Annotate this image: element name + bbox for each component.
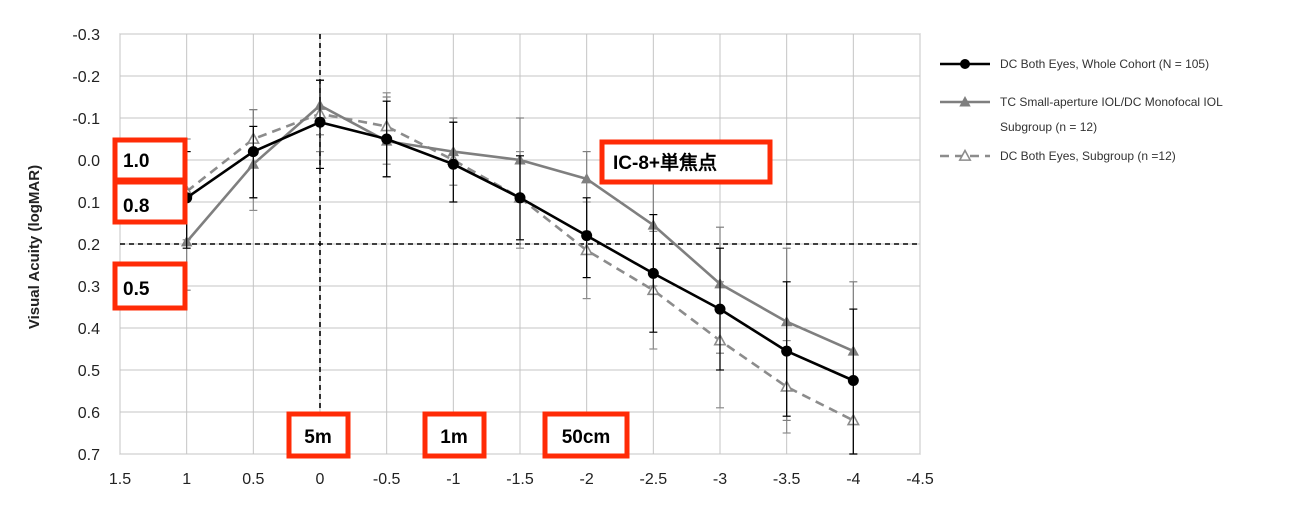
x-tick-label: -1.5 — [506, 471, 534, 488]
x-tick-label: 0 — [316, 471, 325, 488]
annotation-label: 50cm — [562, 427, 611, 448]
data-point — [314, 116, 326, 128]
annotation-label: 0.8 — [123, 196, 149, 217]
annotation-label: 1m — [440, 427, 467, 448]
annotation-frame — [286, 411, 351, 459]
x-tick-label: -1 — [446, 471, 460, 488]
y-tick-label: 0.4 — [78, 321, 100, 338]
data-point — [514, 192, 526, 204]
y-axis-title: Visual Acuity (logMAR) — [26, 165, 43, 329]
annotation-frame — [112, 179, 188, 225]
legend-marker — [959, 96, 971, 107]
x-tick-label: -3.5 — [773, 471, 801, 488]
annotation-box: 5m — [286, 411, 351, 459]
x-tick-label: 1 — [182, 471, 191, 488]
annotations: 1.0 0.8 0.5 IC-8+単焦点 5m 1m 50cm — [112, 137, 773, 459]
y-tick-label: 0.5 — [78, 363, 100, 380]
data-point — [247, 146, 259, 158]
data-point — [847, 375, 859, 386]
annotation-frame — [112, 261, 188, 311]
y-tick-label: 0.6 — [78, 405, 100, 422]
data-point — [781, 345, 793, 357]
x-tick-labels: 1.5 1 0.5 0 -0.5 -1 -1.5 -2 -2.5 -3 -3.5 -4 -4.5 — [109, 471, 934, 488]
x-tick-label: -4.5 — [906, 471, 934, 488]
y-tick-label: 0.1 — [78, 195, 100, 212]
legend-entry: DC Both Eyes, Whole Cohort (N = 105) — [940, 57, 1209, 71]
annotation-label: 0.5 — [123, 279, 150, 300]
annotation-box: 0.5 — [112, 261, 188, 311]
y-tick-label: -0.3 — [72, 27, 100, 44]
data-point — [647, 267, 659, 279]
data-point — [581, 230, 593, 242]
data-point — [714, 303, 726, 315]
series-0 — [181, 79, 859, 455]
x-tick-label: 1.5 — [109, 471, 131, 488]
legend-entry: DC Both Eyes, Subgroup (n =12) — [940, 148, 1176, 163]
y-tick-label: 0.7 — [78, 447, 100, 464]
x-tick-label: 0.5 — [242, 471, 264, 488]
y-tick-label: -0.1 — [72, 111, 100, 128]
annotation-label: 5m — [304, 427, 331, 448]
legend: DC Both Eyes, Whole Cohort (N = 105) TC S… — [940, 57, 1223, 163]
x-tick-label: -2 — [580, 471, 594, 488]
annotation-label: 1.0 — [123, 151, 149, 172]
x-tick-label: -4 — [846, 471, 860, 488]
y-tick-label: 0.3 — [78, 279, 100, 296]
annotation-frame — [542, 411, 630, 459]
y-tick-label: -0.2 — [72, 69, 100, 86]
legend-label: DC Both Eyes, Whole Cohort (N = 105) — [1000, 57, 1209, 71]
y-tick-label: 0.0 — [78, 153, 100, 170]
annotation-box: 50cm — [542, 411, 630, 459]
x-tick-label: -0.5 — [373, 471, 401, 488]
series-layer — [180, 79, 860, 455]
data-point — [381, 133, 393, 145]
legend-label: TC Small-aperture IOL/DC Monofocal IOL Su… — [1000, 95, 1223, 134]
legend-entry: TC Small-aperture IOL/DC Monofocal IOL Su… — [940, 95, 1223, 134]
annotation-box: 1m — [422, 411, 487, 459]
data-point — [447, 158, 459, 170]
y-tick-label: 0.2 — [78, 237, 100, 254]
data-point — [580, 172, 593, 184]
x-tick-label: -3 — [713, 471, 727, 488]
legend-marker — [958, 148, 972, 161]
legend-marker — [960, 59, 970, 69]
annotation-frame — [599, 139, 773, 185]
annotation-box: IC-8+単焦点 — [599, 139, 773, 185]
x-tick-label: -2.5 — [640, 471, 668, 488]
annotation-frame — [422, 411, 487, 459]
annotation-box: 0.8 — [112, 179, 188, 225]
annotation-box: 1.0 — [112, 137, 188, 183]
y-tick-labels: -0.3 -0.2 -0.1 0.0 0.1 0.2 0.3 0.4 0.5 0.6 0.7 — [72, 27, 100, 464]
legend-label: DC Both Eyes, Subgroup (n =12) — [1000, 149, 1176, 163]
annotation-label: IC-8+単焦点 — [613, 151, 717, 174]
